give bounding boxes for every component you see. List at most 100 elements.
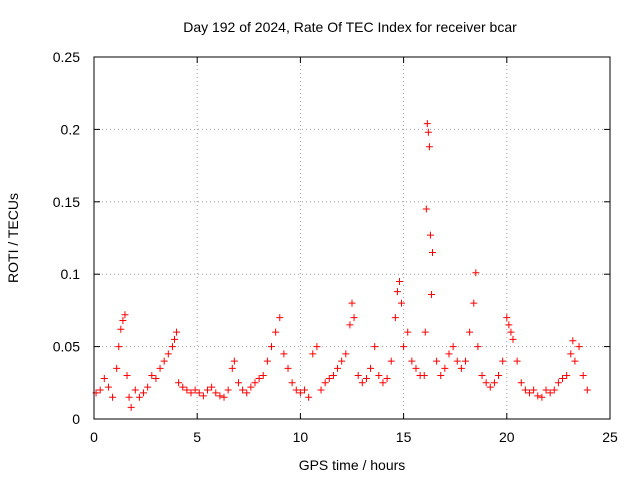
- data-point: [117, 325, 125, 333]
- data-point: [490, 379, 498, 387]
- data-point: [495, 372, 503, 380]
- data-point: [383, 374, 391, 382]
- data-point: [305, 393, 313, 401]
- x-tick-label: 25: [602, 429, 618, 445]
- tick-labels: 0 5 10 15 20 25 0 0.05 0.1 0.15 0.2 0.25: [53, 49, 618, 445]
- data-point: [422, 205, 430, 213]
- data-point: [428, 248, 436, 256]
- data-point: [393, 288, 401, 296]
- data-point: [375, 372, 383, 380]
- data-point: [96, 386, 104, 394]
- data-point: [424, 128, 432, 136]
- data-point: [412, 364, 420, 372]
- data-point: [268, 343, 276, 351]
- data-point: [472, 269, 480, 277]
- data-point: [542, 386, 550, 394]
- data-point: [191, 386, 199, 394]
- data-point: [115, 343, 123, 351]
- data-point: [534, 392, 542, 400]
- data-point: [224, 386, 232, 394]
- x-tick-label: 5: [193, 429, 201, 445]
- data-point: [457, 364, 465, 372]
- data-point: [183, 386, 191, 394]
- y-tick-label: 0.2: [61, 121, 81, 137]
- data-point: [462, 357, 470, 365]
- data-point: [284, 364, 292, 372]
- chart-title: Day 192 of 2024, Rate Of TEC Index for r…: [183, 19, 517, 35]
- x-tick-label: 20: [499, 429, 515, 445]
- data-point: [164, 350, 172, 358]
- data-point: [474, 343, 482, 351]
- data-point: [404, 328, 412, 336]
- data-point: [100, 374, 108, 382]
- data-point: [220, 393, 228, 401]
- data-point: [346, 321, 354, 329]
- data-point: [505, 321, 513, 329]
- data-point: [325, 374, 333, 382]
- data-point: [113, 364, 121, 372]
- data-point: [187, 389, 195, 397]
- data-point: [453, 357, 461, 365]
- data-point: [204, 386, 212, 394]
- y-tick-label: 0.15: [53, 194, 80, 210]
- data-point: [329, 372, 337, 380]
- data-point: [569, 337, 577, 345]
- data-point: [423, 120, 431, 128]
- data-point: [230, 357, 238, 365]
- data-point: [521, 386, 529, 394]
- data-point: [239, 386, 247, 394]
- data-point: [179, 383, 187, 391]
- data-point: [216, 392, 224, 400]
- data-point: [517, 379, 525, 387]
- x-tick-label: 15: [396, 429, 412, 445]
- data-point: [426, 231, 434, 239]
- data-point: [354, 372, 362, 380]
- data-point: [427, 290, 435, 298]
- data-point: [546, 389, 554, 397]
- data-point: [579, 372, 587, 380]
- data-point: [127, 403, 135, 411]
- data-point: [470, 299, 478, 307]
- data-point: [449, 343, 457, 351]
- data-point: [583, 386, 591, 394]
- data-point: [109, 393, 117, 401]
- data-point: [175, 379, 183, 387]
- data-point: [131, 386, 139, 394]
- data-point: [247, 383, 255, 391]
- data-point: [486, 383, 494, 391]
- data-point: [251, 379, 259, 387]
- data-point: [567, 350, 575, 358]
- data-point: [255, 374, 263, 382]
- data-point: [342, 350, 350, 358]
- y-tick-label: 0: [72, 411, 80, 427]
- data-point: [259, 372, 267, 380]
- data-point: [350, 314, 358, 322]
- data-point: [478, 372, 486, 380]
- x-axis-label: GPS time / hours: [299, 457, 406, 473]
- data-point: [135, 393, 143, 401]
- data-point: [538, 393, 546, 401]
- data-point: [554, 379, 562, 387]
- data-point: [280, 350, 288, 358]
- data-point: [550, 386, 558, 394]
- data-point: [313, 343, 321, 351]
- data-point: [199, 392, 207, 400]
- data-point: [575, 343, 583, 351]
- data-point: [173, 328, 181, 336]
- data-point: [571, 357, 579, 365]
- data-point: [243, 389, 251, 397]
- data-point: [152, 374, 160, 382]
- data-point: [348, 299, 356, 307]
- data-point: [395, 277, 403, 285]
- data-point: [499, 357, 507, 365]
- data-point: [358, 379, 366, 387]
- axis-ticks: [93, 56, 611, 420]
- data-point: [421, 328, 429, 336]
- data-point: [292, 386, 300, 394]
- data-point: [387, 357, 395, 365]
- data-point: [379, 379, 387, 387]
- data-point: [503, 314, 511, 322]
- plot-frame: [93, 56, 611, 420]
- data-point: [559, 374, 567, 382]
- data-point: [168, 343, 176, 351]
